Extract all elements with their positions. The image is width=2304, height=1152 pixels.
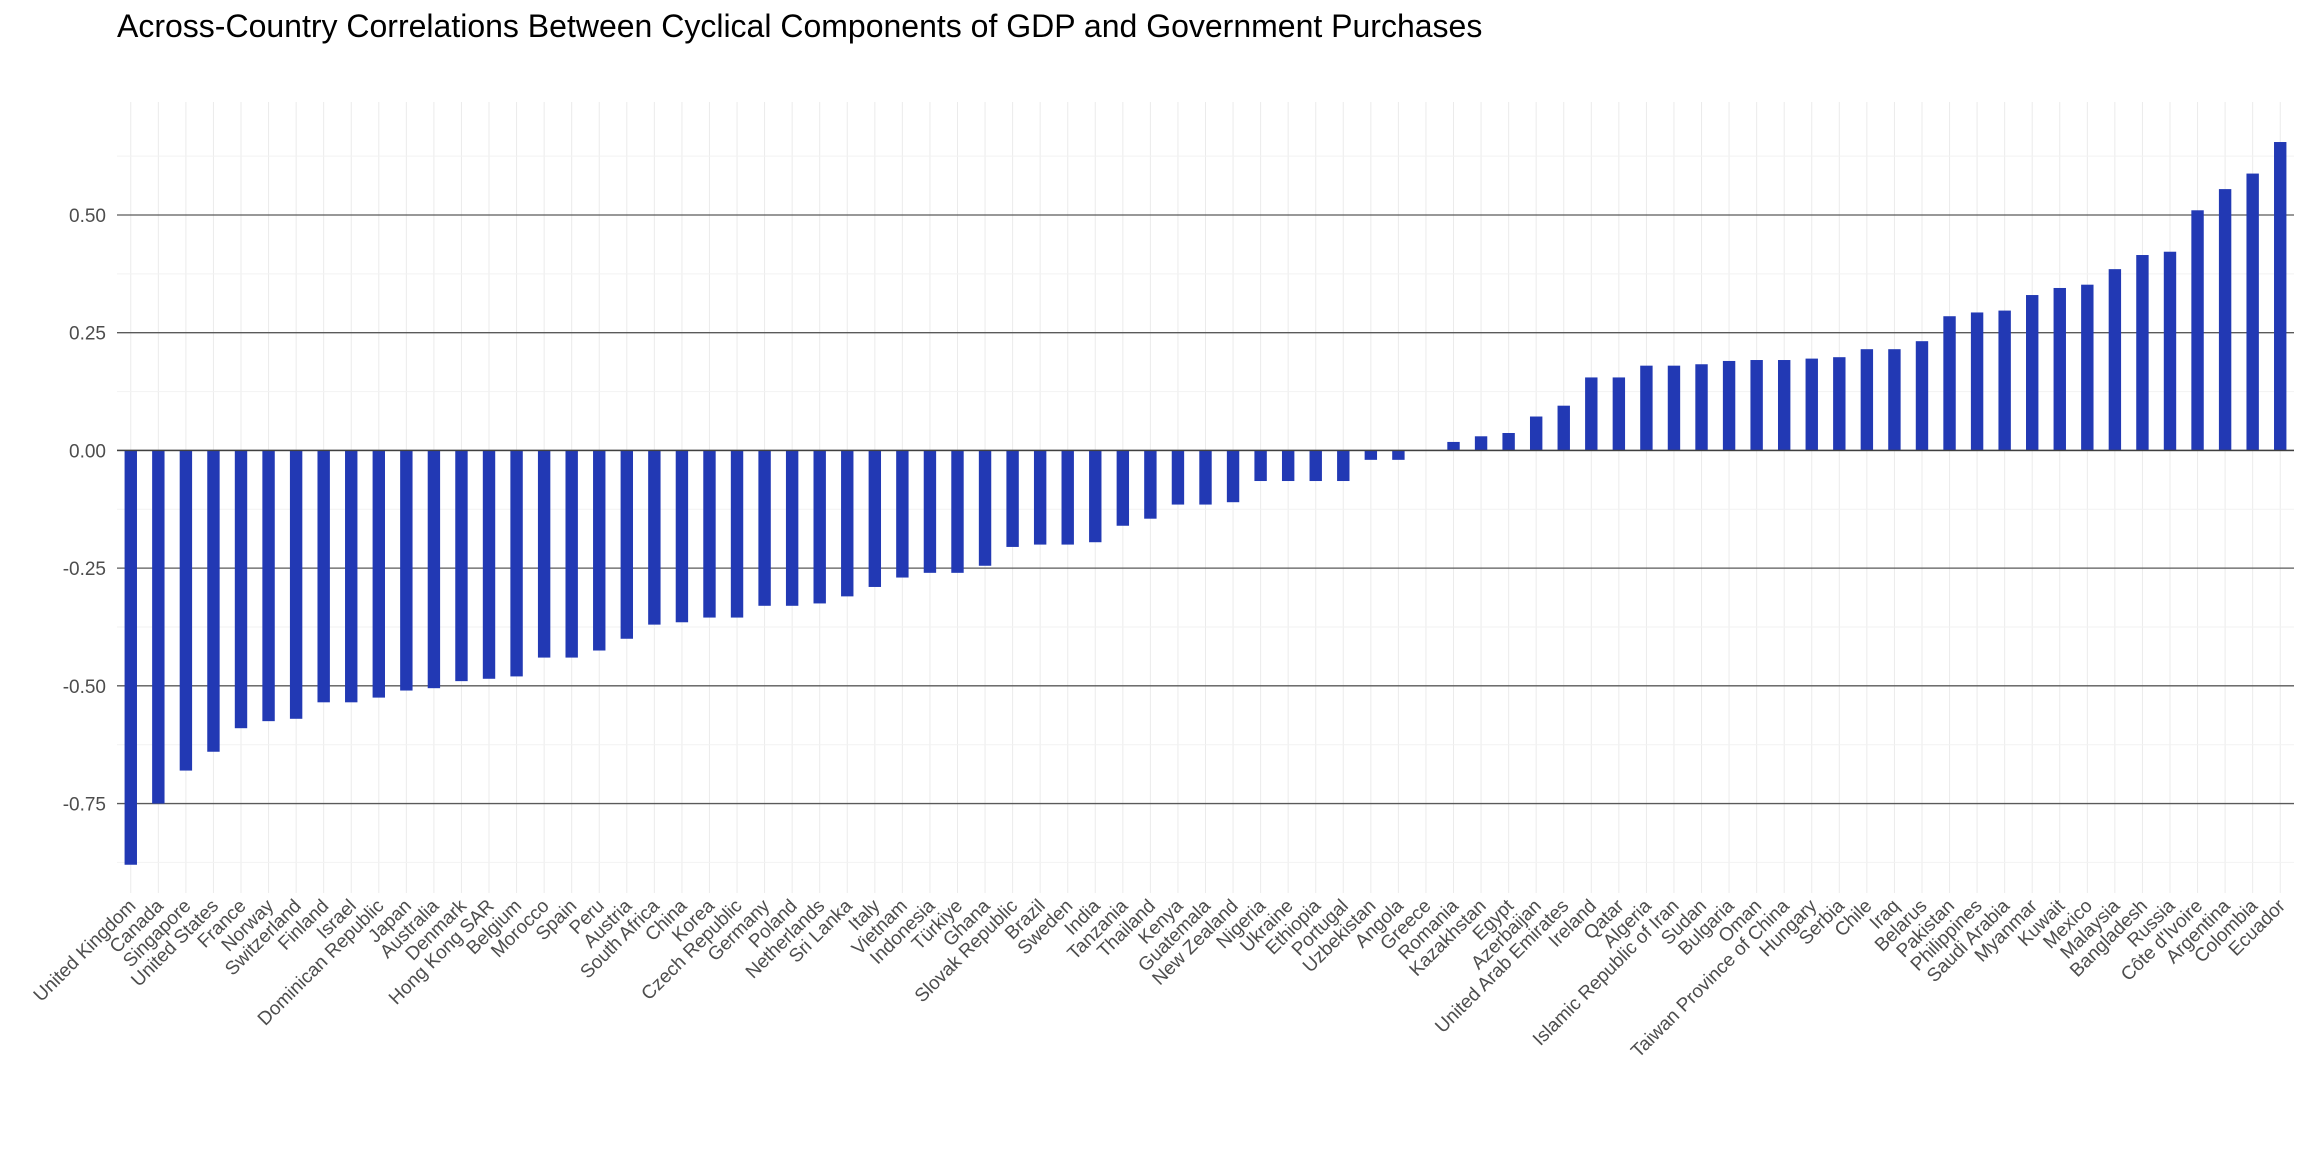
bar-57	[1695, 364, 1708, 451]
bar-55	[1640, 365, 1653, 451]
bar-18	[620, 450, 634, 639]
bar-42	[1281, 450, 1295, 482]
bar-24	[785, 450, 799, 606]
bar-65	[1915, 341, 1929, 451]
bar-39	[1199, 450, 1212, 505]
bar-31	[978, 450, 992, 566]
bar-11	[427, 450, 441, 689]
bar-69	[2026, 295, 2039, 451]
y-tick-label: 0.25	[69, 324, 106, 345]
y-tick-label: 0.50	[69, 206, 106, 227]
bar-71	[2081, 284, 2094, 451]
bar-22	[730, 450, 744, 618]
bar-30	[951, 450, 964, 573]
bar-28	[896, 450, 909, 578]
bar-59	[1750, 360, 1763, 451]
bar-21	[703, 450, 716, 618]
bar-25	[813, 450, 826, 604]
bar-8	[345, 450, 358, 703]
bar-1	[152, 450, 165, 804]
bar-15	[537, 450, 551, 658]
bar-14	[510, 450, 523, 677]
bar-12	[455, 450, 468, 682]
bar-75	[2191, 210, 2204, 451]
bar-72	[2108, 269, 2122, 451]
bar-46	[1392, 450, 1405, 460]
bar-23	[758, 450, 771, 606]
bar-74	[2163, 251, 2177, 451]
bars-layer	[124, 142, 2287, 865]
bar-27	[868, 450, 882, 587]
bar-77	[2246, 173, 2259, 451]
bar-40	[1226, 450, 1240, 503]
bar-7	[317, 450, 330, 703]
bar-76	[2218, 189, 2232, 451]
bar-6	[289, 450, 303, 719]
bar-26	[841, 450, 854, 597]
bar-67	[1970, 312, 1984, 451]
bar-70	[2053, 287, 2066, 451]
bar-52	[1557, 405, 1570, 451]
bar-36	[1116, 450, 1130, 526]
bar-73	[2136, 255, 2149, 451]
bar-33	[1033, 450, 1047, 545]
bar-5	[262, 450, 275, 722]
bar-4	[234, 450, 248, 729]
bar-45	[1364, 450, 1378, 460]
bar-29	[923, 450, 937, 573]
bar-3	[207, 450, 220, 752]
bar-58	[1722, 360, 1736, 451]
bar-9	[372, 450, 385, 698]
y-axis-tick-labels: -0.75 -0.50 -0.25 0.00 0.25 0.50	[63, 206, 106, 816]
bar-64	[1888, 349, 1901, 451]
bar-68	[1998, 310, 2011, 451]
bar-56	[1667, 365, 1681, 451]
bar-20	[675, 450, 689, 623]
bar-0	[124, 450, 137, 865]
bar-51	[1529, 416, 1543, 451]
y-tick-label: -0.50	[63, 677, 106, 698]
bar-62	[1833, 357, 1846, 451]
bar-32	[1006, 450, 1019, 547]
bar-13	[482, 450, 496, 679]
bar-54	[1612, 377, 1626, 451]
bar-38	[1171, 450, 1185, 505]
bar-66	[1943, 316, 1956, 451]
bar-78	[2274, 142, 2287, 451]
chart-title: Across-Country Correlations Between Cycl…	[117, 8, 1483, 44]
bar-60	[1777, 360, 1791, 451]
y-tick-label: -0.75	[63, 795, 106, 816]
bar-43	[1309, 450, 1322, 482]
bar-44	[1337, 450, 1350, 482]
bar-50	[1502, 432, 1515, 451]
bar-35	[1089, 450, 1102, 543]
y-tick-label: 0.00	[69, 441, 106, 462]
bar-37	[1144, 450, 1157, 519]
bar-17	[593, 450, 606, 651]
bar-16	[565, 450, 578, 658]
bar-49	[1474, 436, 1488, 451]
bar-10	[400, 450, 413, 691]
y-tick-label: -0.25	[63, 559, 106, 580]
bar-19	[648, 450, 661, 625]
bar-2	[179, 450, 193, 771]
bar-34	[1061, 450, 1074, 545]
bar-53	[1585, 377, 1598, 451]
bar-48	[1447, 441, 1460, 451]
bar-63	[1860, 349, 1874, 451]
bar-41	[1254, 450, 1267, 482]
bar-61	[1805, 358, 1818, 451]
